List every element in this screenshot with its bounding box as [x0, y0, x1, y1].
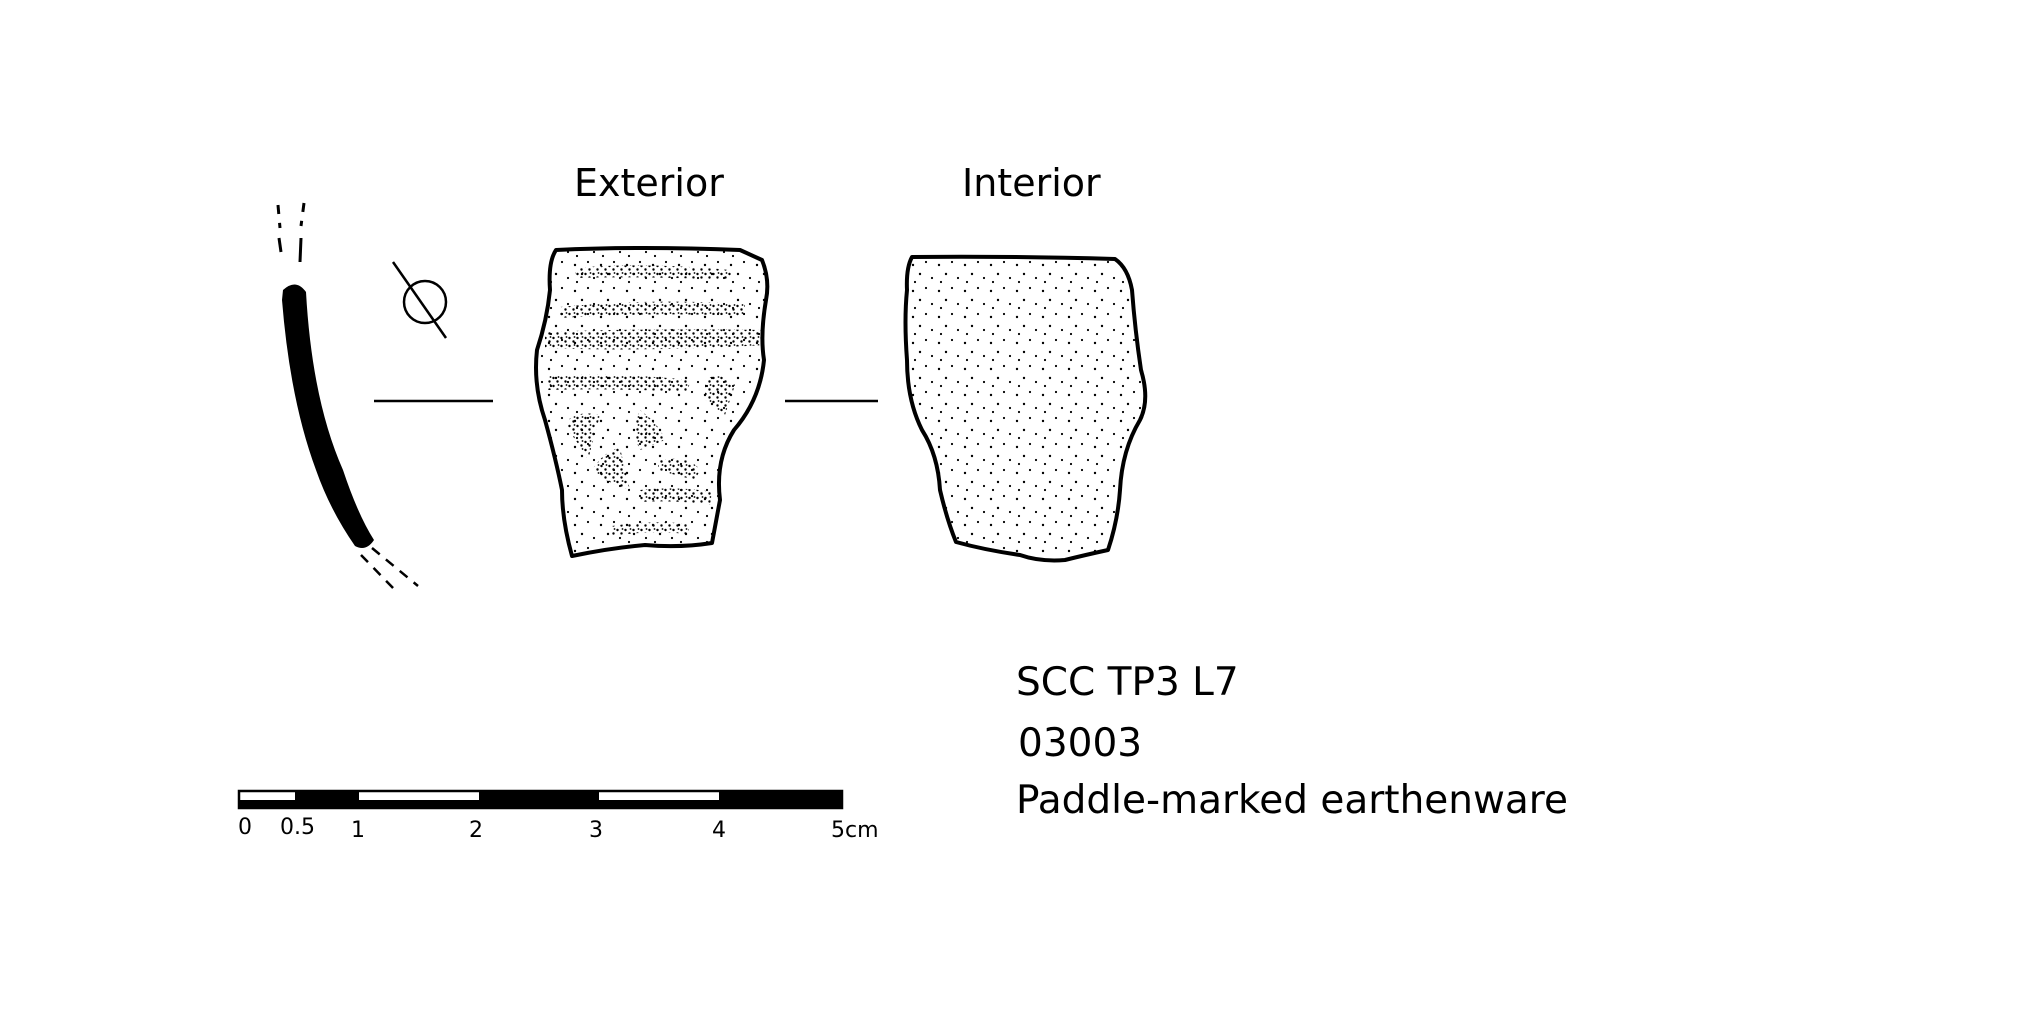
exterior-heading: Exterior: [574, 161, 724, 205]
scale-tick-label: 3: [589, 818, 603, 843]
scale-bar: [237, 789, 844, 810]
interior-view: [903, 254, 1148, 563]
context-label: SCC TP3 L7: [1016, 660, 1239, 705]
scale-tick-label: 1: [351, 818, 365, 843]
catalog-number: 03003: [1018, 721, 1143, 766]
scale-tick-label: 4: [712, 818, 726, 843]
interior-heading: Interior: [962, 161, 1101, 205]
scale-tick-label: 2: [469, 818, 483, 843]
diameter-symbol-icon: [391, 261, 448, 339]
exterior-view: [534, 246, 770, 558]
scale-tick-label: 0: [238, 815, 252, 840]
scale-tick-label: 0.5: [280, 815, 315, 840]
scale-tick-label: 5cm: [831, 818, 879, 843]
section-profile: [276, 202, 419, 591]
ware-description: Paddle-marked earthenware: [1016, 778, 1568, 823]
